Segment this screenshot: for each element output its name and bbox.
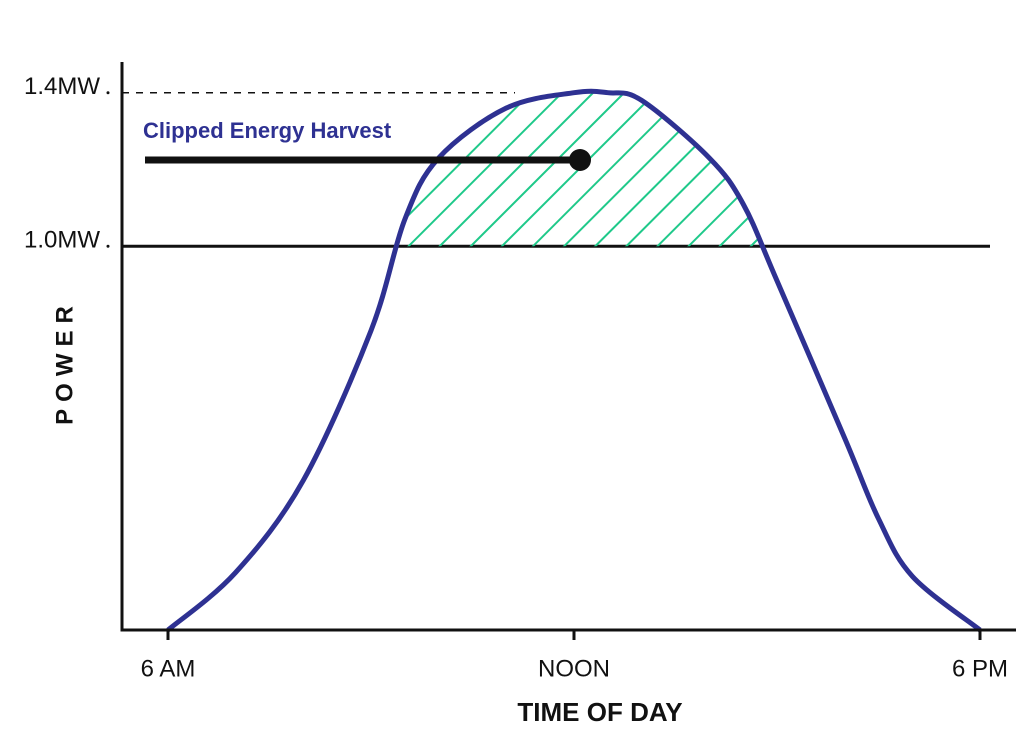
y-axis-title: POWER	[51, 299, 78, 425]
x-axis-title: TIME OF DAY	[517, 697, 682, 727]
x-tick-label: NOON	[538, 655, 610, 682]
y-tick-label: 1.0MW	[24, 227, 100, 254]
x-tick-label: 6 AM	[141, 655, 196, 682]
y-tick-label: 1.4MW	[24, 73, 100, 100]
clipped-area	[396, 91, 763, 247]
y-tick-dot	[106, 244, 110, 248]
annotation-dot	[569, 149, 591, 171]
annotation: Clipped Energy Harvest	[143, 118, 392, 143]
x-tick-label: 6 PM	[952, 655, 1008, 682]
line	[166, 88, 982, 632]
y-tick-dot	[106, 91, 110, 95]
